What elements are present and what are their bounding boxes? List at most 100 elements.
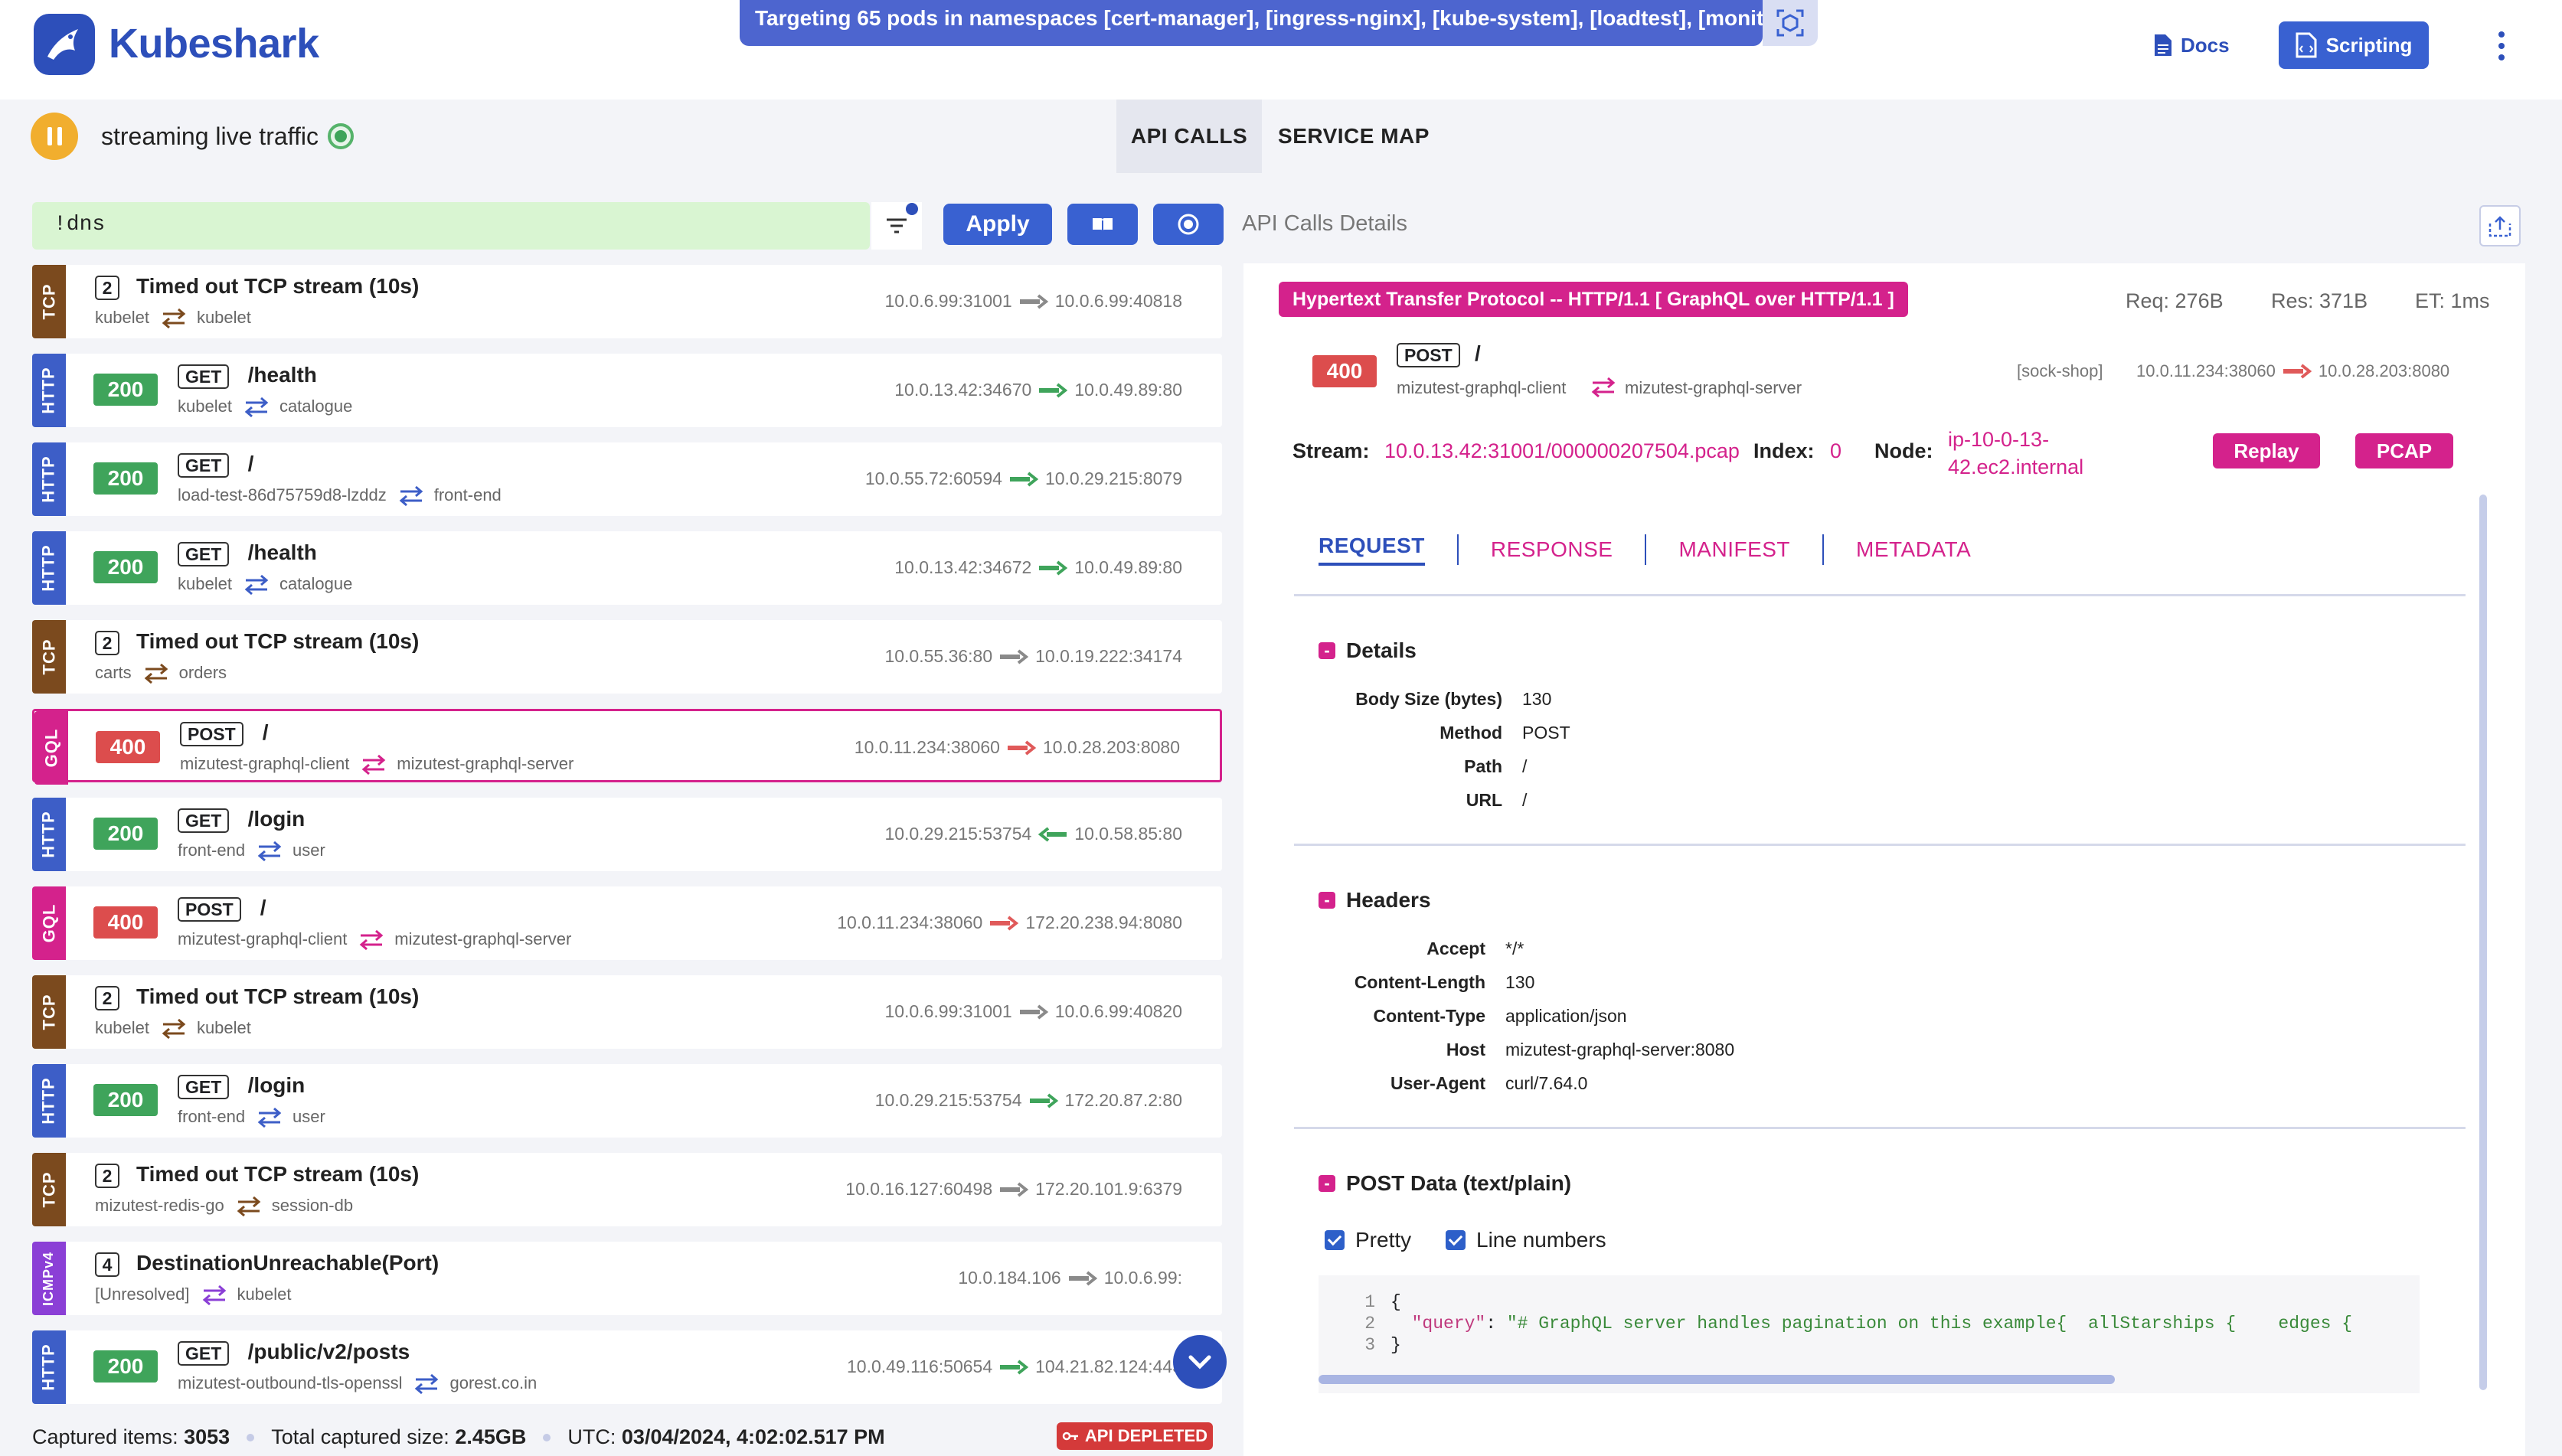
checkbox-checked-icon[interactable] (1446, 1230, 1466, 1250)
list-item[interactable]: HTTP 200 GET/health kubelet catalogue 10.0.13… (32, 354, 1222, 427)
kv-value: 130 (1522, 689, 1552, 709)
status-badge: 200 (93, 1084, 158, 1116)
list-item[interactable]: GQL 400 POST / mizutest-graphql-client mizute… (32, 886, 1222, 960)
node-value[interactable]: ip-10-0-13- 42.ec2.internal (1948, 426, 2083, 481)
details-section-header[interactable]: - Details (1319, 638, 1417, 663)
details-panel-title: API Calls Details (1242, 211, 1407, 236)
entries-list[interactable]: TCP 2 Timed out TCP stream (10s) kubelet kub… (32, 265, 1222, 1404)
list-item[interactable]: GQL 400 POST / mizutest-graphql-client mizute… (32, 709, 1222, 785)
protocol-label: HTTP (39, 544, 59, 592)
namespace-label: [sock-shop] (2017, 361, 2103, 380)
source-ip: 10.0.29.215:53754 (874, 1090, 1022, 1110)
tab-service-map[interactable]: SERVICE MAP (1278, 124, 1430, 148)
destination-service: catalogue (279, 574, 353, 593)
collapse-icon[interactable]: - (1319, 892, 1335, 909)
more-menu-icon[interactable] (2490, 24, 2513, 67)
scripting-button[interactable]: Scripting (2279, 21, 2429, 69)
bidirectional-arrow-icon (399, 485, 423, 507)
bidirectional-arrow-icon (237, 1196, 261, 1217)
tab-manifest[interactable]: MANIFEST (1645, 534, 1822, 565)
stream-link[interactable]: 10.0.13.42:31001/000000207504.pcap (1384, 439, 1740, 462)
scripting-label: Scripting (2325, 33, 2413, 57)
post-data-section-header[interactable]: - POST Data (text/plain) (1319, 1171, 1571, 1196)
replay-button[interactable]: Replay (2213, 433, 2320, 468)
api-depleted-label: API DEPLETED (1084, 1426, 1208, 1445)
tab-request[interactable]: REQUEST (1294, 534, 1457, 566)
tab-metadata[interactable]: METADATA (1822, 534, 2003, 565)
list-item[interactable]: HTTP 200 GET/login front-end user 10.0.29.215… (32, 798, 1222, 871)
ip-pair: 10.0.11.234:38060 172.20.238.94:8080 (837, 912, 1182, 933)
kv-key: Path (1464, 756, 1502, 776)
request-count: 2 (95, 986, 119, 1010)
request-path: / (262, 720, 269, 744)
details-section-title: Details (1346, 638, 1417, 662)
post-data-code[interactable]: 1{2 "query": "# GraphQL server handles p… (1319, 1275, 2420, 1393)
tab-api-calls[interactable]: API CALLS (1116, 100, 1262, 173)
destination-ip: 104.21.82.124:443 (1035, 1356, 1182, 1376)
protocol-label: TCP (39, 638, 58, 675)
list-item[interactable]: TCP 2 Timed out TCP stream (10s) kubelet kub… (32, 265, 1222, 338)
destination-ip: 10.0.29.215:8079 (1044, 468, 1182, 488)
status-badge: 200 (93, 462, 158, 495)
collapse-icon[interactable]: - (1319, 642, 1335, 659)
target-icon (1776, 9, 1804, 37)
list-item[interactable]: TCP 2 Timed out TCP stream (10s) kubelet kub… (32, 975, 1222, 1049)
status-badge: 200 (93, 1350, 158, 1383)
pcap-button[interactable]: PCAP (2355, 433, 2453, 468)
outbound-arrow-icon (1007, 739, 1037, 756)
details-summary: 400 POST / mizutest-graphql-client mizut… (1279, 332, 2488, 409)
code-horizontal-scrollbar[interactable] (1319, 1375, 2115, 1384)
filter-input[interactable]: !dns (32, 202, 870, 250)
list-item[interactable]: ICMPv4 4 DestinationUnreachable(Port) [Unre… (32, 1242, 1222, 1315)
kv-key: Method (1439, 723, 1502, 743)
source-service: kubelet (178, 574, 232, 593)
docs-button[interactable]: Docs (2153, 23, 2230, 67)
apply-button[interactable]: Apply (943, 204, 1052, 245)
list-item[interactable]: TCP 2 Timed out TCP stream (10s) mizutest-r… (32, 1153, 1222, 1226)
ip-pair: 10.0.55.36:80 10.0.19.222:34174 (884, 646, 1182, 667)
record-button[interactable] (1153, 204, 1224, 245)
protocol-label: ICMPv4 (41, 1251, 57, 1306)
entry-summary: Timed out TCP stream (10s) (136, 1162, 420, 1186)
kv-value: POST (1522, 723, 1570, 743)
source-service: kubelet (95, 308, 149, 327)
stream-label: Stream: (1292, 439, 1370, 462)
details-vertical-scrollbar[interactable] (2479, 495, 2487, 1390)
line-numbers-checkbox[interactable]: Line numbers (1446, 1228, 1606, 1252)
api-depleted-badge[interactable]: API DEPLETED (1057, 1422, 1213, 1450)
pause-button[interactable] (31, 113, 78, 160)
scroll-to-bottom-button[interactable] (1173, 1335, 1227, 1389)
list-item[interactable]: HTTP 200 GET/health kubelet catalogue 10.0.13… (32, 531, 1222, 605)
code-line: 3} (1319, 1335, 1401, 1355)
list-item[interactable]: HTTP 200 GET/public/v2/posts mizutest-outbo… (32, 1330, 1222, 1404)
kv-key: Body Size (bytes) (1355, 689, 1502, 709)
filter-docs-button[interactable] (1067, 204, 1138, 245)
list-item[interactable]: TCP 2 Timed out TCP stream (10s) carts order… (32, 620, 1222, 694)
pretty-checkbox[interactable]: Pretty (1325, 1228, 1411, 1252)
status-badge: 400 (96, 731, 160, 763)
ip-pair: 10.0.16.127:60498 172.20.101.9:6379 (845, 1179, 1182, 1200)
collapse-icon[interactable]: - (1319, 1175, 1335, 1192)
destination-ip: 10.0.49.89:80 (1074, 557, 1182, 577)
list-item[interactable]: HTTP 200 GET/login front-end user 10.0.29.215… (32, 1064, 1222, 1138)
list-item[interactable]: HTTP 200 GET / load-test-86d75759d8-lzddz fro… (32, 442, 1222, 516)
headers-section-header[interactable]: - Headers (1319, 888, 1431, 912)
checkbox-checked-icon[interactable] (1325, 1230, 1345, 1250)
ip-pair: 10.0.13.42:34672 10.0.49.89:80 (894, 557, 1182, 578)
protocol-tag: GQL (34, 711, 68, 785)
request-path: / (260, 896, 266, 919)
targeting-banner[interactable]: Targeting 65 pods in namespaces [cert-ma… (740, 0, 1763, 46)
source-ip: 10.0.11.234:38060 (854, 737, 1000, 757)
toolbar (0, 100, 2562, 173)
export-button[interactable] (2479, 205, 2521, 246)
protocol-label: HTTP (39, 811, 59, 858)
bidirectional-arrow-icon (415, 1373, 439, 1395)
protocol-label: GQL (41, 728, 61, 768)
source-service: load-test-86d75759d8-lzddz (178, 485, 387, 504)
tab-response[interactable]: RESPONSE (1456, 534, 1645, 565)
target-pods-button[interactable] (1763, 0, 1818, 46)
line-number: 3 (1364, 1335, 1375, 1355)
request-count: 2 (95, 1164, 119, 1188)
source-service: [Unresolved] (95, 1285, 190, 1304)
node-label: Node: (1874, 439, 1933, 462)
